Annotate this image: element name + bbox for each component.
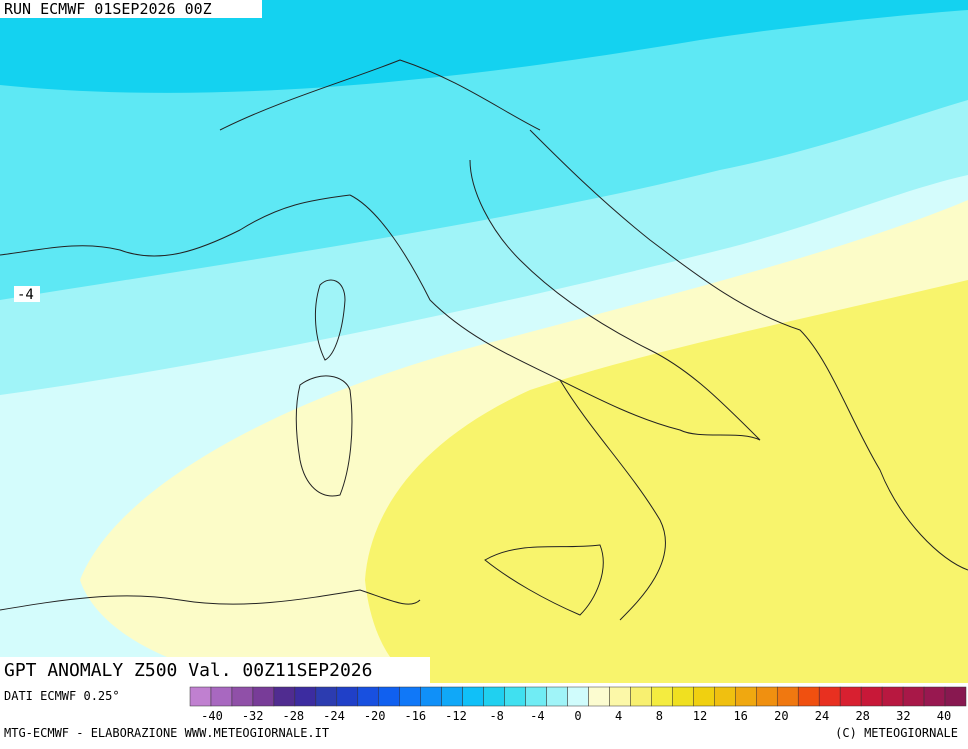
- colorbar-label: 40: [937, 709, 951, 723]
- colorbar-swatch: [609, 686, 631, 707]
- colorbar-swatch: [546, 686, 568, 707]
- colorbar-label: 24: [815, 709, 829, 723]
- colorbar-swatch: [315, 686, 338, 707]
- colorbar-swatch: [756, 686, 778, 707]
- footer-left: MTG-ECMWF - ELABORAZIONE WWW.METEOGIORNA…: [4, 726, 329, 740]
- coastlines: [0, 59, 968, 621]
- colorbar-label: 12: [693, 709, 707, 723]
- map-title: GPT ANOMALY Z500 Val. 00Z11SEP2026: [4, 660, 372, 681]
- footer-right: (C) METEOGIORNALE: [835, 726, 958, 740]
- colorbar-swatch: [210, 686, 233, 707]
- colorbar-swatch: [818, 686, 841, 707]
- colorbar-label: 4: [615, 709, 622, 723]
- colorbar-label: -8: [489, 709, 503, 723]
- colorbar-swatch: [797, 686, 820, 707]
- colorbar-label: 28: [855, 709, 869, 723]
- colorbar-label: -28: [282, 709, 304, 723]
- colorbar-swatch: [651, 686, 673, 707]
- source-label: DATI ECMWF 0.25°: [4, 689, 120, 703]
- colorbar-swatch: [441, 686, 463, 707]
- colorbar-label: -20: [364, 709, 386, 723]
- colorbar-swatch: [420, 686, 442, 707]
- colorbar-swatch: [860, 686, 883, 707]
- contour-label: -4: [17, 287, 34, 303]
- colorbar-swatch: [672, 686, 694, 707]
- colorbar-swatch: [735, 686, 757, 707]
- colorbar-label: -32: [242, 709, 264, 723]
- colorbar-swatch: [399, 686, 421, 707]
- colorbar-swatch: [944, 686, 967, 707]
- colorbar-swatch: [567, 686, 589, 707]
- colorbar-label: 0: [574, 709, 581, 723]
- colorbar-swatch: [881, 686, 904, 707]
- map: [0, 0, 968, 683]
- colorbar-swatch: [714, 686, 736, 707]
- colorbar-swatch: [462, 686, 484, 707]
- header-box: [0, 0, 262, 18]
- colorbar-label: 32: [896, 709, 910, 723]
- colorbar-swatch: [378, 686, 400, 707]
- colorbar-swatch: [839, 686, 862, 707]
- colorbar-swatch: [902, 686, 925, 707]
- colorbar-label: -4: [530, 709, 544, 723]
- colorbar-label: -24: [323, 709, 345, 723]
- colorbar-swatch: [294, 686, 317, 707]
- colorbar-swatch: [923, 686, 946, 707]
- colorbar-swatch: [357, 686, 380, 707]
- colorbar-label: 16: [733, 709, 747, 723]
- colorbar-label: -40: [201, 709, 223, 723]
- colorbar-swatch: [776, 686, 799, 707]
- colorbar-swatch: [252, 686, 275, 707]
- colorbar-swatch: [336, 686, 359, 707]
- colorbar-label: -16: [404, 709, 426, 723]
- colorbar-swatch: [504, 686, 526, 707]
- colorbar-swatch: [693, 686, 715, 707]
- colorbar-swatch: [483, 686, 505, 707]
- colorbar-swatch: [525, 686, 547, 707]
- colorbar: -40 -32 -28 -24 -20 -16 -12 -8 -4 0 4 8 12 16 20 24 28 32…: [189, 686, 967, 723]
- colorbar-swatch: [630, 686, 652, 707]
- colorbar-swatch: [273, 686, 296, 707]
- colorbar-label: 20: [774, 709, 788, 723]
- contour-label-box: [14, 286, 40, 302]
- colorbar-label: 8: [656, 709, 663, 723]
- colorbar-swatch: [588, 686, 610, 707]
- run-label: RUN ECMWF 01SEP2026 00Z: [4, 0, 212, 18]
- title-box: [0, 657, 430, 683]
- colorbar-swatch: [231, 686, 254, 707]
- colorbar-label: -12: [445, 709, 467, 723]
- colorbar-swatch: [189, 686, 212, 707]
